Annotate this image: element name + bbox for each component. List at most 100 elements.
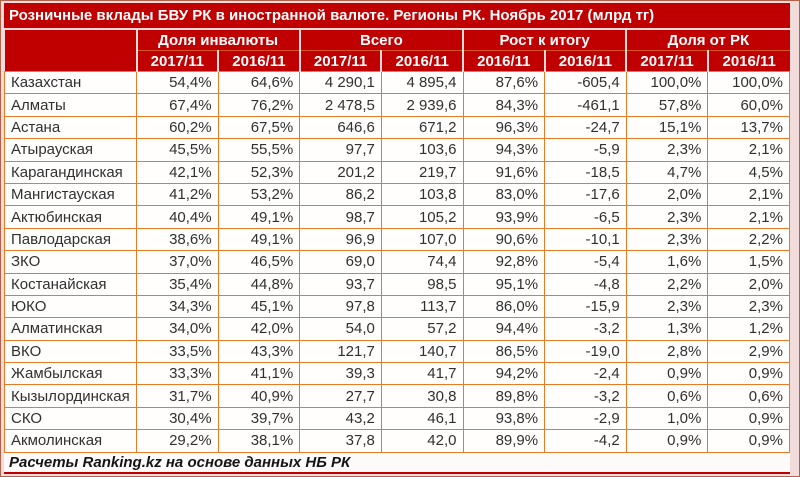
value-cell: 37,8 — [299, 429, 382, 453]
value-cell: 39,3 — [299, 362, 382, 386]
value-cell: 2,8% — [625, 339, 709, 364]
region-cell: Атырауская — [4, 138, 137, 162]
value-cell: 105,2 — [380, 205, 464, 229]
table-row: ВКО 33,5% 43,3% 121,7 140,7 86,5% -19,0 2,8% 2,9… — [4, 339, 790, 364]
value-cell: 93,8% — [462, 406, 546, 431]
value-cell: 15,1% — [625, 115, 709, 140]
value-cell: 84,3% — [462, 93, 546, 117]
table-row: ЮКО 34,3% 45,1% 97,8 113,7 86,0% -15,9 2,3% 2,3% — [4, 294, 790, 319]
value-cell: -19,0 — [544, 339, 627, 364]
column-group-total: Всего — [298, 30, 463, 51]
table-row: Жамбылская 33,3% 41,1% 39,3 41,7 94,2% -2,4 0,9… — [4, 362, 790, 386]
value-cell: 44,8% — [217, 272, 301, 296]
value-cell: 94,4% — [462, 317, 546, 341]
value-cell: 41,1% — [217, 362, 301, 386]
table-body: Казахстан 54,4% 64,6% 4 290,1 4 895,4 87,6% -6… — [4, 70, 790, 453]
table-row: ЗКО 37,0% 46,5% 69,0 74,4 92,8% -5,4 1,6% 1,5% — [4, 250, 790, 274]
table-row: Павлодарская 38,6% 49,1% 96,9 107,0 90,6% -10,… — [4, 227, 790, 252]
value-cell: 2,3% — [625, 138, 709, 162]
table-row: Кызылординская 31,7% 40,9% 27,7 30,8 89,8% -3,… — [4, 384, 790, 408]
subheader-total-2017: 2017/11 — [298, 50, 382, 72]
value-cell: 4 290,1 — [299, 70, 382, 95]
value-cell: 91,6% — [462, 160, 546, 184]
value-cell: 74,4 — [380, 250, 464, 274]
value-cell: -5,4 — [544, 250, 627, 274]
value-cell: 42,0% — [217, 317, 301, 341]
value-cell: -3,2 — [544, 384, 627, 408]
value-cell: 42,1% — [136, 160, 219, 184]
value-cell: 40,4% — [136, 205, 219, 229]
subheader-growth-pct: 2016/11 — [462, 50, 545, 72]
region-cell: Алматы — [4, 93, 137, 117]
value-cell: 4,5% — [707, 160, 790, 184]
value-cell: 86,5% — [462, 339, 546, 364]
value-cell: 67,5% — [217, 115, 301, 140]
column-group-row: Доля инвалюты Всего Рост к итогу Доля от… — [4, 30, 790, 72]
value-cell: -24,7 — [544, 115, 627, 140]
value-cell: 97,7 — [299, 138, 382, 162]
value-cell: 1,3% — [625, 317, 709, 341]
value-cell: 43,2 — [299, 406, 382, 431]
value-cell: 43,3% — [217, 339, 301, 364]
table-row: Алматы 67,4% 76,2% 2 478,5 2 939,6 84,3% -461,… — [4, 93, 790, 117]
value-cell: 0,9% — [707, 429, 790, 453]
page-title: Розничные вклады БВУ РК в иностранной ва… — [4, 3, 790, 28]
value-cell: 89,9% — [462, 429, 546, 453]
subheader-total-2016: 2016/11 — [380, 50, 463, 72]
value-cell: 45,5% — [136, 138, 219, 162]
value-cell: 2,0% — [707, 272, 790, 296]
value-cell: 53,2% — [217, 182, 301, 207]
value-cell: 100,0% — [625, 70, 709, 95]
value-cell: -4,8 — [544, 272, 627, 296]
value-cell: 671,2 — [380, 115, 464, 140]
region-cell: Костанайская — [4, 272, 137, 296]
value-cell: 46,1 — [380, 406, 464, 431]
value-cell: -10,1 — [544, 227, 627, 252]
value-cell: 4,7% — [625, 160, 709, 184]
subheader-growth-abs: 2016/11 — [543, 50, 627, 72]
table-row: Астана 60,2% 67,5% 646,6 671,2 96,3% -24,7 15,1… — [4, 115, 790, 140]
value-cell: 113,7 — [380, 294, 464, 319]
region-cell: Мангистауская — [4, 182, 137, 207]
region-cell: Астана — [4, 115, 137, 140]
value-cell: 1,0% — [625, 406, 709, 431]
table-row: Акмолинская 29,2% 38,1% 37,8 42,0 89,9% -4,2 0,… — [4, 429, 790, 453]
value-cell: 31,7% — [136, 384, 219, 408]
value-cell: -605,4 — [544, 70, 627, 95]
value-cell: 34,3% — [136, 294, 219, 319]
region-cell: Алматинская — [4, 317, 137, 341]
value-cell: 103,8 — [380, 182, 464, 207]
value-cell: 90,6% — [462, 227, 546, 252]
value-cell: 54,0 — [299, 317, 382, 341]
value-cell: 95,1% — [462, 272, 546, 296]
value-cell: 76,2% — [217, 93, 301, 117]
value-cell: 45,1% — [217, 294, 301, 319]
value-cell: -6,5 — [544, 205, 627, 229]
value-cell: 38,1% — [217, 429, 301, 453]
value-cell: 93,7 — [299, 272, 382, 296]
value-cell: -4,2 — [544, 429, 627, 453]
region-cell: ЮКО — [4, 294, 137, 319]
region-cell: Карагандинская — [4, 160, 137, 184]
value-cell: 201,2 — [299, 160, 382, 184]
value-cell: 34,0% — [136, 317, 219, 341]
value-cell: 35,4% — [136, 272, 219, 296]
value-cell: 100,0% — [707, 70, 790, 95]
region-cell: СКО — [4, 406, 137, 431]
value-cell: 93,9% — [462, 205, 546, 229]
value-cell: 0,9% — [707, 406, 790, 431]
value-cell: 64,6% — [217, 70, 301, 95]
value-cell: 2,3% — [625, 205, 709, 229]
value-cell: 219,7 — [380, 160, 464, 184]
value-cell: 96,3% — [462, 115, 546, 140]
region-cell: Акмолинская — [4, 429, 137, 453]
value-cell: 49,1% — [217, 227, 301, 252]
value-cell: 38,6% — [136, 227, 219, 252]
region-cell: ВКО — [4, 339, 137, 364]
region-cell: ЗКО — [4, 250, 137, 274]
value-cell: 86,2 — [299, 182, 382, 207]
value-cell: 27,7 — [299, 384, 382, 408]
value-cell: 83,0% — [462, 182, 546, 207]
value-cell: 107,0 — [380, 227, 464, 252]
